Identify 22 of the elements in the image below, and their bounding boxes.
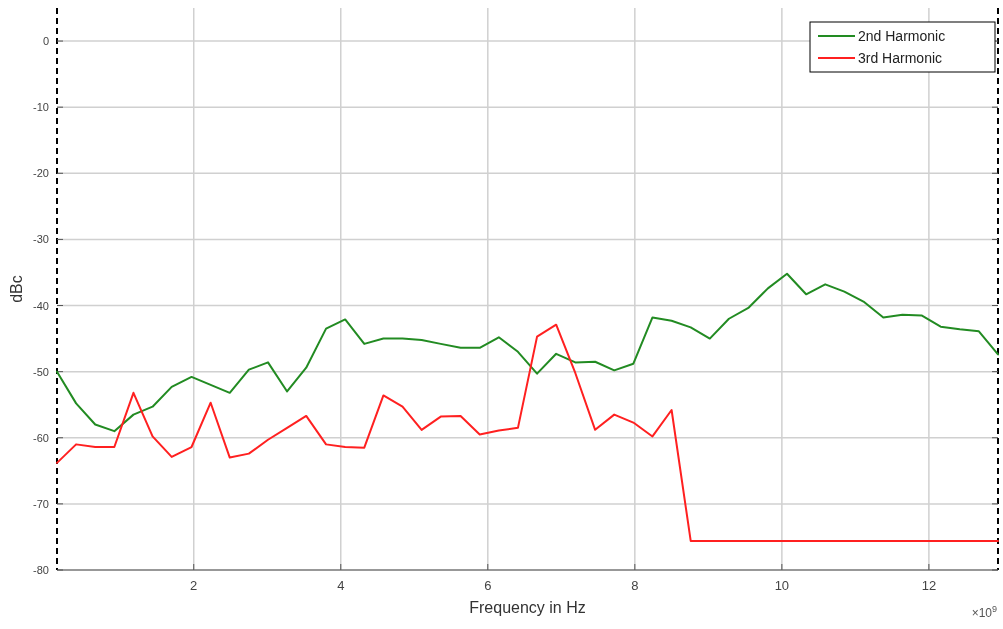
x-tick-label: 6 (484, 578, 492, 593)
y-axis-title: dBc (8, 275, 25, 303)
x-tick-label: 4 (337, 578, 345, 593)
x-tick-label: 2 (190, 578, 198, 593)
line-series (56, 323, 999, 542)
y-tick-label: -40 (33, 299, 49, 312)
y-tick-label: -50 (33, 365, 49, 378)
x-tick-label: 12 (921, 578, 937, 593)
y-tick-label: -30 (33, 233, 49, 246)
y-tick-label: -80 (33, 564, 49, 576)
y-tick-label: -60 (33, 431, 49, 444)
legend-label: 3rd Harmonic (858, 50, 943, 66)
x-axis-title: Frequency in Hz (469, 599, 586, 616)
y-tick-label: -10 (33, 101, 49, 114)
x-tick-label: 10 (774, 578, 790, 593)
text: ×10$^{9}$ (971, 604, 997, 620)
y-tick-label: -20 (33, 167, 49, 180)
y-tick-label: -70 (33, 497, 49, 510)
x-tick-label: 8 (631, 578, 639, 593)
y-tick-label: 0 (42, 35, 49, 48)
line-series (56, 272, 999, 433)
legend-label: 2nd Harmonic (858, 28, 946, 44)
